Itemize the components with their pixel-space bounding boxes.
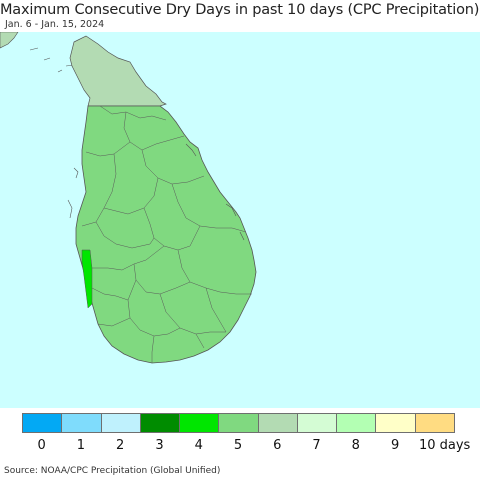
date-range: Jan. 6 - Jan. 15, 2024 [5, 19, 105, 30]
legend-swatch-3 [139, 413, 181, 433]
adams-bridge [29, 47, 75, 73]
legend-swatch-2 [100, 413, 141, 433]
northern-region [69, 35, 167, 107]
district-boundaries [81, 105, 252, 363]
legend-swatch-5 [218, 413, 259, 433]
legend-label-6: 6 [273, 438, 282, 453]
legend-swatch-4 [179, 413, 220, 433]
legend-swatch-0 [22, 413, 63, 433]
legend-label-3: 3 [155, 438, 164, 453]
legend-label-1: 1 [76, 438, 86, 453]
legend-label-9: 9 [390, 438, 400, 453]
legend-label-5: 5 [233, 438, 243, 453]
legend-label-10: 10 days [418, 438, 471, 453]
legend-label-2: 2 [116, 438, 125, 453]
legend-swatch-10 [414, 413, 455, 433]
western-strip [81, 249, 93, 309]
legend-label-0: 0 [37, 438, 46, 453]
coastal-details [67, 143, 245, 241]
legend-label-8: 8 [351, 438, 360, 453]
legend-labels: 0 1 2 3 4 5 6 7 8 9 10 days [22, 438, 470, 456]
india-coast [0, 32, 19, 49]
main-island [75, 105, 257, 364]
legend-swatch-6 [257, 413, 298, 433]
source-note: Source: NOAA/CPC Precipitation (Global U… [4, 466, 221, 476]
legend-swatch-8 [336, 413, 377, 433]
legend-swatch-1 [61, 413, 102, 433]
map-title: Maximum Consecutive Dry Days in past 10 … [0, 2, 480, 18]
legend-label-4: 4 [194, 438, 203, 453]
sri-lanka-map [0, 32, 480, 408]
legend-swatch-9 [375, 413, 416, 433]
legend-label-7: 7 [312, 438, 321, 453]
legend-swatch-7 [296, 413, 338, 433]
legend-colorbar [22, 413, 455, 435]
